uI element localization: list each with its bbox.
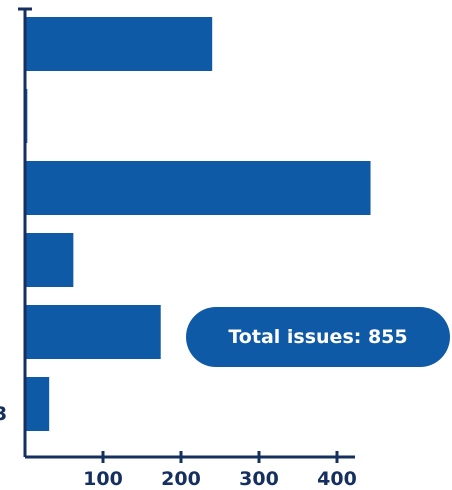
x-tick-label-100: 100 [83,468,123,490]
total-issues-badge: Total issues: 855 [186,307,450,367]
x-tick-label-300: 300 [239,468,279,490]
x-ticks-group: 100 200 300 400 [83,451,357,490]
cut-off-category-label: 3 [0,403,7,425]
bar-3 [25,161,371,215]
x-tick-label-400: 400 [317,468,357,490]
bar-6 [25,377,50,431]
bar-1 [25,17,213,71]
bar-5 [25,305,161,359]
x-tick-label-200: 200 [161,468,201,490]
bar-4 [25,233,74,287]
bars-group [25,17,371,431]
